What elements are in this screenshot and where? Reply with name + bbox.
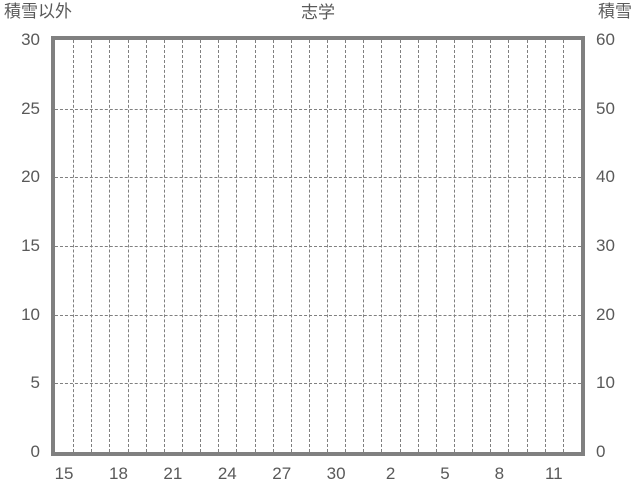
y-axis-tick-label: 25 xyxy=(21,98,40,118)
chart-title: 志学 xyxy=(301,3,335,22)
y-axis-tick-label: 30 xyxy=(21,30,40,49)
left-axis-title: 積雪以外 xyxy=(4,2,72,21)
y2-axis-tick-label: 40 xyxy=(596,167,615,187)
x-axis-tick-label: 5 xyxy=(440,464,450,483)
x-axis-tick-label: 30 xyxy=(326,464,346,483)
plot-area xyxy=(51,36,585,456)
x-axis-tick-label: 18 xyxy=(109,464,128,483)
x-axis-tick-label: 24 xyxy=(217,464,237,483)
horizontal-gridline xyxy=(55,314,581,316)
y-axis-tick-label: 0 xyxy=(30,442,40,461)
horizontal-gridline xyxy=(55,383,581,385)
x-axis-tick-label: 11 xyxy=(544,464,563,483)
y2-axis-tick-label: 60 xyxy=(596,30,615,49)
x-axis-tick-label: 15 xyxy=(54,464,74,483)
y2-axis-tick-label: 30 xyxy=(596,236,615,255)
y-axis-tick-label: 10 xyxy=(21,304,40,324)
y-axis-tick-label: 20 xyxy=(21,167,40,187)
horizontal-gridline xyxy=(55,246,581,247)
horizontal-gridline xyxy=(55,108,581,110)
y2-axis-tick-label: 0 xyxy=(596,442,606,461)
y-axis-tick-label: 5 xyxy=(30,373,40,393)
y2-axis-tick-label: 10 xyxy=(596,373,615,393)
plot-grid-layer xyxy=(55,40,581,452)
y-axis-tick-label: 15 xyxy=(21,236,40,255)
horizontal-gridline xyxy=(55,177,581,179)
x-axis-tick-label: 21 xyxy=(163,464,183,483)
y2-axis-tick-label: 50 xyxy=(596,98,615,118)
y2-axis-tick-label: 20 xyxy=(596,304,615,324)
right-axis-title: 積雪 xyxy=(598,2,632,21)
x-axis-tick-label: 27 xyxy=(272,464,292,483)
x-axis-tick-label: 2 xyxy=(385,464,396,483)
x-axis-tick-label: 8 xyxy=(494,464,505,483)
